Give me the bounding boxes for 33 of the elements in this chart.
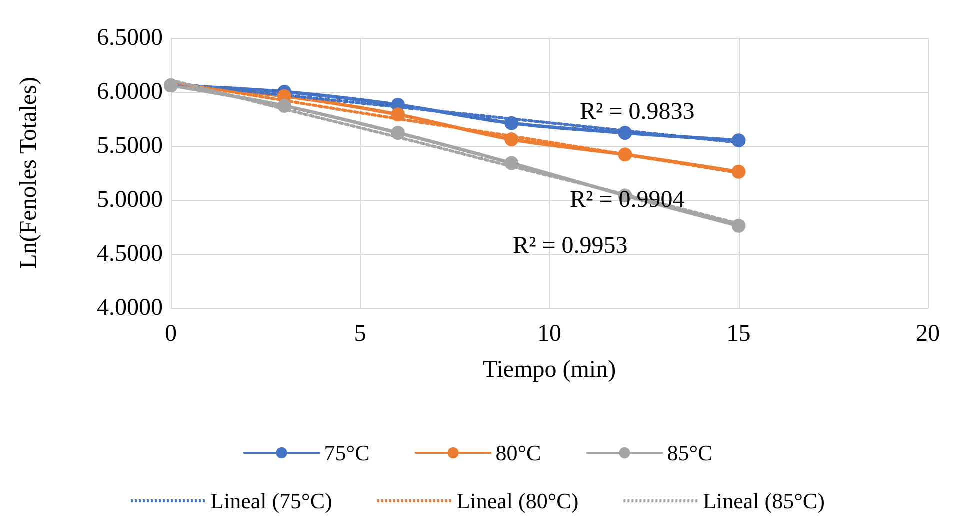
legend-label: Lineal (85°C) [703,488,825,514]
annotation: R² = 0.9833 [580,99,695,125]
y-tick-label: 4.0000 [97,295,163,321]
point [391,108,406,122]
legend-label: 75°C [324,440,370,466]
point [732,164,746,179]
y-tick-label: 4.5000 [97,241,163,267]
point [504,132,519,147]
y-tick-label: 5.5000 [97,133,163,159]
annotation: R² = 0.9953 [513,233,628,259]
x-tick-label: 5 [354,321,366,347]
y-tick-label: 5.0000 [97,187,163,213]
point [278,99,292,114]
annotation: R² = 0.9904 [570,187,685,213]
x-tick-label: 15 [726,321,751,347]
x-axis-title: Tiempo (min) [482,357,616,383]
point [504,116,519,130]
point [391,126,406,140]
point [504,156,519,170]
legend-label: Lineal (80°C) [456,488,579,514]
legend-label: Lineal (75°C) [210,488,332,514]
y-axis-title: Ln(Fenoles Totales) [16,77,42,269]
y-tick-label: 6.0000 [97,79,163,105]
point [618,148,632,162]
x-tick-label: 0 [165,321,177,347]
point [732,218,746,233]
x-tick-label: 20 [916,321,940,347]
point [732,134,746,148]
y-tick-label: 6.5000 [97,25,163,51]
point [618,126,632,140]
x-tick-label: 10 [538,321,562,347]
legend-label: 85°C [667,440,713,466]
legend-label: 80°C [496,440,542,466]
